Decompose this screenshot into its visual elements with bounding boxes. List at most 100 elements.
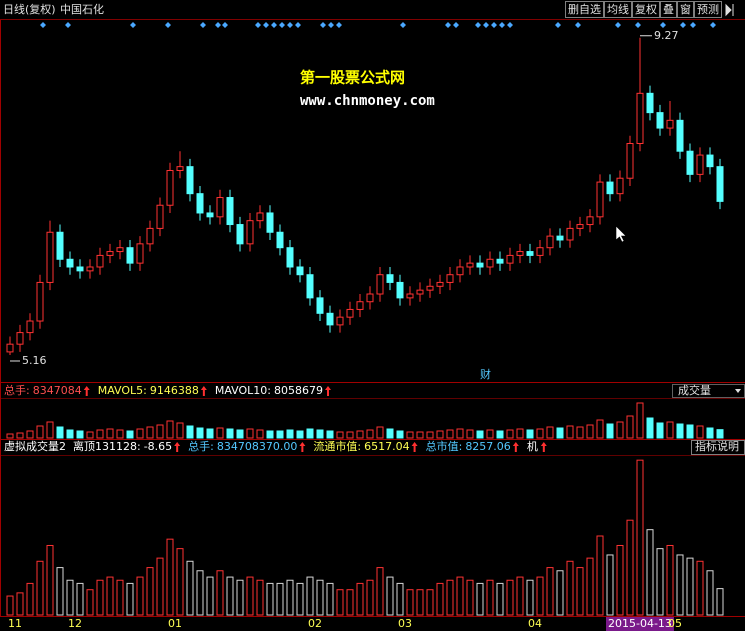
volume-bar <box>706 427 714 439</box>
volume-bar <box>156 557 164 616</box>
volume-bar <box>686 424 694 439</box>
volume-bar <box>16 592 24 616</box>
candle-body <box>266 212 274 233</box>
volume-bar <box>556 570 564 616</box>
volume-bar <box>466 429 474 439</box>
volume-bar <box>406 431 414 439</box>
header-value: 9146388 <box>150 384 199 397</box>
volume-bar <box>536 428 544 439</box>
toolbar-button[interactable] <box>694 1 722 18</box>
volume-bar <box>6 595 14 616</box>
volume-bar <box>76 430 84 439</box>
toolbar-icon[interactable] <box>725 3 734 17</box>
volume-bar <box>366 429 374 439</box>
candle-body <box>636 92 644 144</box>
candle-body <box>486 258 494 268</box>
volume-bar <box>386 428 394 439</box>
volume-bar <box>446 429 454 439</box>
candle-body <box>146 227 154 245</box>
candle-body <box>76 266 84 272</box>
candle-body <box>326 312 334 326</box>
candle-body <box>426 285 434 291</box>
volume-bar <box>626 415 634 439</box>
up-arrow <box>200 386 207 396</box>
up-arrow <box>325 386 331 396</box>
volume-bar <box>416 431 424 439</box>
up-arrow <box>540 442 547 452</box>
volume-bar <box>26 430 34 439</box>
toolbar-button[interactable] <box>565 1 604 18</box>
indicator-selector-label[interactable]: 成交量 <box>678 383 711 397</box>
volume-bar <box>106 428 114 439</box>
toolbar-button-label[interactable]: 复权 <box>635 2 657 16</box>
header-value: 8347084 <box>33 384 82 397</box>
toolbar-button-label[interactable]: 窗 <box>680 2 691 16</box>
date-highlight <box>606 617 674 631</box>
volume-bar <box>136 576 144 616</box>
candle-body <box>596 181 604 218</box>
volume-bar <box>716 429 724 439</box>
toolbar-button-label[interactable]: 预测 <box>697 3 719 16</box>
candle-body <box>706 154 714 168</box>
candle-body <box>276 231 284 249</box>
volume-bar <box>676 554 684 616</box>
candle-body <box>656 112 664 129</box>
dropdown-arrow[interactable] <box>735 389 741 393</box>
toolbar-button-label[interactable]: 叠 <box>663 3 674 16</box>
toolbar-button-label[interactable]: 删自选 <box>568 3 601 16</box>
volume-bar <box>516 576 524 616</box>
candle-body <box>676 119 684 152</box>
volume-bar <box>226 428 234 439</box>
volume-bar <box>456 576 464 616</box>
candle-body <box>616 177 624 195</box>
volume-bar <box>526 429 534 439</box>
volume-bar <box>236 429 244 439</box>
volume-bar <box>696 425 704 439</box>
volume-bar <box>336 431 344 439</box>
candle-body <box>176 166 184 172</box>
toolbar-button-label[interactable]: 均线 <box>607 2 629 16</box>
candle-body <box>686 150 694 175</box>
header-label: 离顶131128: <box>73 439 141 453</box>
candle-body <box>236 224 244 245</box>
volume-bar <box>606 554 614 616</box>
volume-bar <box>606 423 614 439</box>
volume-bar <box>486 429 494 439</box>
volume-bar <box>6 433 14 439</box>
candle-body <box>406 293 414 299</box>
volume-bar <box>256 579 264 616</box>
candle-body <box>466 262 474 268</box>
volume-bar <box>206 428 214 439</box>
candle-body <box>376 274 384 295</box>
candle-body <box>336 316 344 326</box>
toolbar-button[interactable] <box>677 1 694 18</box>
signal-markers <box>40 22 716 28</box>
volume-bar <box>266 430 274 439</box>
volume-bar <box>646 417 654 439</box>
candle-body <box>476 262 484 268</box>
toolbar-button[interactable] <box>604 1 632 18</box>
header-label: 虚拟成交量2 <box>4 439 66 453</box>
volume-bar <box>146 567 154 616</box>
volume-bar <box>646 529 654 616</box>
volume-bar <box>506 429 514 439</box>
toolbar-button[interactable] <box>632 1 660 18</box>
watermark-title: 第一股票公式网 <box>300 69 405 87</box>
header-label: 总手: <box>4 383 30 397</box>
volume-bar <box>296 582 304 616</box>
volume-bar <box>86 431 94 439</box>
volume-bar <box>666 421 674 439</box>
candle-body <box>696 154 704 175</box>
volume-bar <box>316 579 324 616</box>
volume-bar <box>76 582 84 616</box>
indicator-help-label[interactable]: 指标说明 <box>695 439 739 453</box>
candle-body <box>56 231 64 260</box>
x-tick-label: 2015-04-13 <box>608 617 672 630</box>
up-arrow <box>299 442 306 452</box>
volume-bar <box>636 402 644 439</box>
candle-body <box>356 301 364 310</box>
toolbar-button[interactable] <box>660 1 677 18</box>
volume-bar <box>496 582 504 616</box>
volume-bar <box>276 582 284 616</box>
